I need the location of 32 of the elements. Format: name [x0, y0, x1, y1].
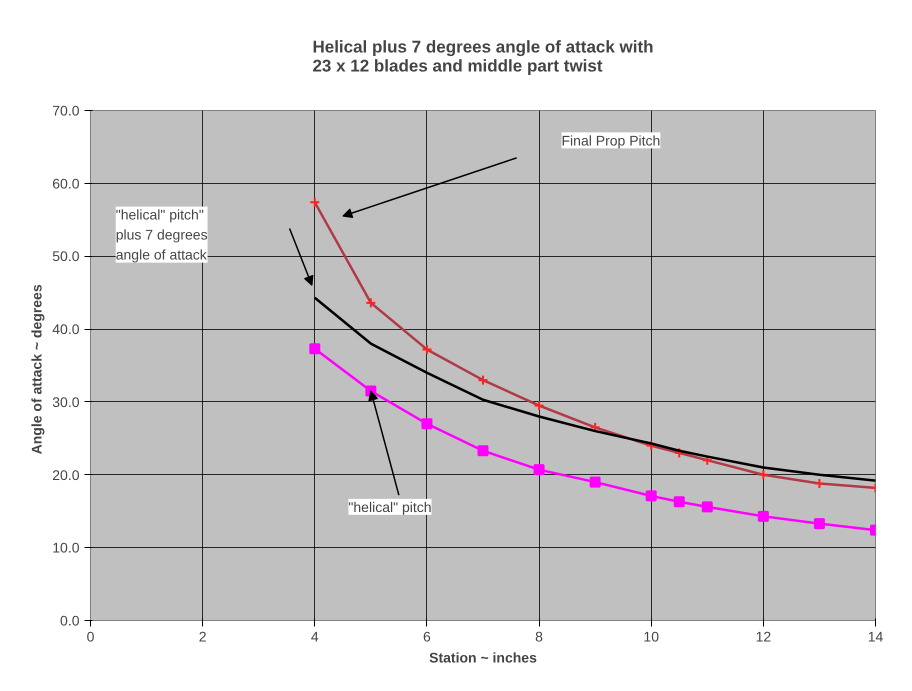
y-tick-label: 10.0 — [52, 540, 80, 556]
annotation: Final Prop Pitch — [562, 132, 660, 148]
point — [674, 496, 685, 508]
y-tick-label: 70.0 — [52, 102, 80, 118]
point — [814, 518, 825, 530]
x-tick-label: 10 — [643, 628, 660, 644]
point — [646, 490, 657, 502]
x-tick-label: 0 — [86, 628, 95, 644]
y-tick-label: 40.0 — [52, 321, 80, 338]
y-tick-label: 0.0 — [60, 612, 80, 628]
point — [590, 476, 601, 488]
x-tick-label: 6 — [423, 628, 432, 644]
y-tick-label: 30.0 — [52, 394, 80, 410]
x-axis-title: Station ~ inches — [429, 650, 538, 666]
y-axis-title: Angle of attack ~ degrees — [28, 284, 44, 454]
point — [758, 510, 769, 522]
y-tick-label: 20.0 — [52, 466, 80, 483]
y-tick-label: 60.0 — [52, 175, 80, 192]
x-tick-label: 2 — [198, 628, 207, 644]
point — [421, 418, 432, 430]
point — [702, 501, 713, 512]
x-tick-label: 12 — [756, 628, 772, 644]
point — [478, 445, 488, 456]
x-tick-label: 4 — [310, 628, 319, 644]
chart-title: Helical plus 7 degrees angle of attack with 23 x 12 blades and middle part twist — [312, 38, 654, 76]
x-tick-label: 14 — [868, 628, 884, 644]
point — [534, 464, 545, 476]
annotation: "helical" pitch" plus 7 degrees angle of attack — [116, 206, 208, 263]
annotation: "helical" pitch — [348, 498, 432, 515]
y-tick-label: 50.0 — [52, 248, 80, 264]
x-tick-label: 8 — [535, 628, 544, 644]
point — [309, 343, 320, 354]
